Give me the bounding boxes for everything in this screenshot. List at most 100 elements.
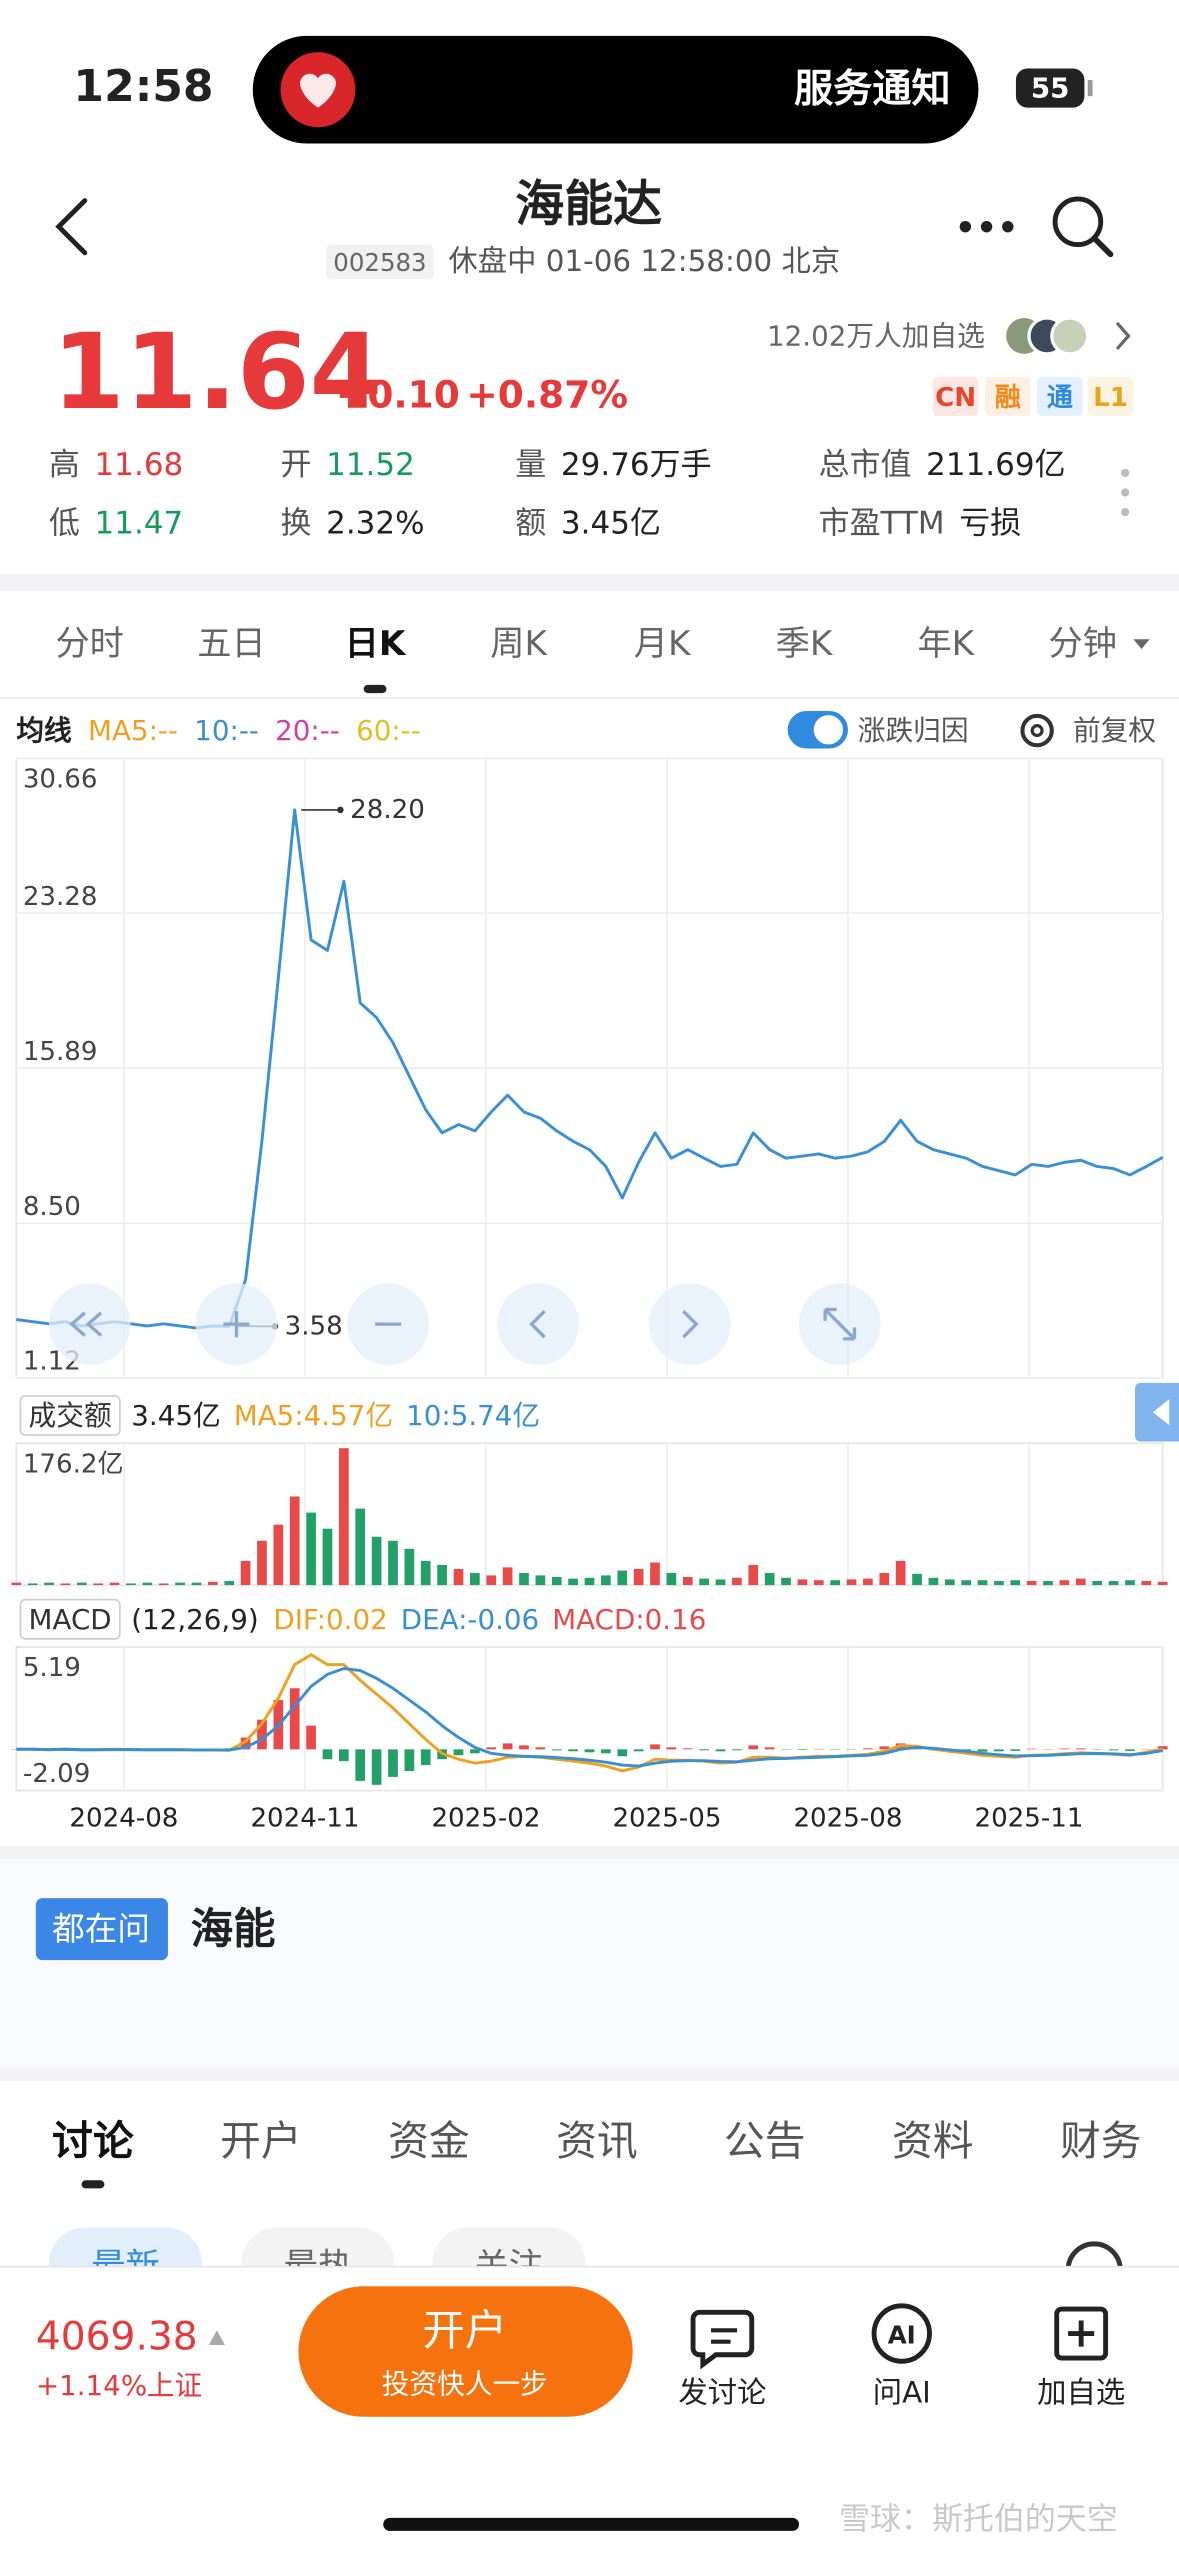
- stock-name: 海能达: [515, 175, 662, 232]
- macd-bar: [339, 1749, 349, 1762]
- side-tab-arrow: [1152, 1399, 1170, 1426]
- volume-bar: [912, 1573, 922, 1586]
- macd-bar: [551, 1749, 562, 1751]
- adjust-label[interactable]: 前复权: [1073, 714, 1156, 747]
- indicator: MA5:--: [88, 714, 178, 747]
- x-tick-label: 2025-11: [974, 1803, 1083, 1833]
- separator: [0, 1845, 1179, 1860]
- volume-bar: [109, 1582, 120, 1586]
- action-label[interactable]: 加自选: [1037, 2375, 1125, 2409]
- chart-tab[interactable]: 季K: [776, 624, 834, 664]
- volume-bar: [601, 1575, 611, 1586]
- chart-control[interactable]: [649, 1283, 731, 1365]
- dot: [959, 220, 972, 233]
- stat-value: 亏损: [959, 505, 1021, 541]
- macd-bar: [535, 1747, 546, 1750]
- volume-bar: [126, 1583, 136, 1586]
- active-tab-indicator: [363, 684, 387, 694]
- chart-tab[interactable]: 年K: [917, 624, 975, 664]
- stat-value: 11.47: [95, 505, 184, 541]
- chart-tabs: 分时 五日 日K 周K 月K 季K 年K 分钟: [55, 624, 1150, 694]
- followers-arrow[interactable]: [1115, 321, 1131, 351]
- ai-icon: [871, 2303, 932, 2364]
- x-tick-label: 2025-02: [431, 1803, 540, 1833]
- panel-title: 成交额: [29, 1399, 112, 1432]
- panel-title-box: [19, 1395, 121, 1436]
- more-button[interactable]: [959, 220, 1014, 233]
- ai-icon-glyph: AI: [888, 2321, 916, 2350]
- search-button[interactable]: [1052, 196, 1114, 258]
- ask-query[interactable]: 海能: [191, 1905, 276, 1954]
- volume-bar: [502, 1567, 513, 1586]
- stat-label: 开: [280, 447, 311, 483]
- search-ring: [1052, 196, 1104, 248]
- content-tab[interactable]: 资讯: [556, 2117, 638, 2165]
- settings-icon[interactable]: [1020, 713, 1054, 748]
- volume-bar: [846, 1579, 857, 1586]
- stat-value: 11.68: [95, 447, 184, 483]
- legend-entry: DIF:0.02: [273, 1603, 387, 1636]
- chart-tab[interactable]: 分钟: [1049, 624, 1117, 664]
- button-subtitle: 投资快人一步: [382, 2368, 548, 2401]
- code-badge: [326, 244, 434, 279]
- chart-tab[interactable]: 分时: [55, 624, 123, 664]
- panel-title-box: [19, 1598, 121, 1640]
- y-tick-label: -2.09: [23, 1759, 90, 1789]
- chart-tab[interactable]: 日K: [345, 624, 407, 664]
- back-button[interactable]: [55, 198, 88, 256]
- ask-section: [0, 1859, 1179, 2068]
- stat-label: 低: [49, 505, 80, 541]
- price-change: +0.10: [336, 373, 460, 417]
- volume-bar: [961, 1580, 972, 1586]
- volume-bar: [240, 1560, 251, 1586]
- volume-bar: [470, 1572, 480, 1586]
- content-tab[interactable]: 资金: [388, 2117, 470, 2165]
- panel-frame: [15, 1646, 1164, 1792]
- notification-text: 服务通知: [794, 67, 950, 112]
- dot: [980, 220, 993, 233]
- stat-value: 29.76万手: [561, 447, 712, 483]
- volume-bar: [306, 1512, 316, 1586]
- stat-value: 11.52: [326, 447, 415, 483]
- chart-tab[interactable]: 五日: [197, 624, 265, 664]
- macd-bar: [617, 1749, 628, 1757]
- y-tick-label: 23.28: [23, 882, 98, 912]
- settings-icon-center: [1030, 724, 1044, 738]
- separator: [0, 2067, 1179, 2081]
- volume-bar: [715, 1579, 726, 1586]
- macd-bar: [519, 1745, 529, 1750]
- volume-bar: [273, 1524, 284, 1586]
- action-label[interactable]: 发讨论: [678, 2375, 766, 2409]
- action-label[interactable]: 问AI: [873, 2375, 931, 2409]
- volume-bar: [453, 1568, 464, 1586]
- volume-bar: [420, 1560, 431, 1586]
- stat-label: 高: [49, 447, 80, 483]
- content-tab[interactable]: 财务: [1060, 2117, 1142, 2165]
- content-tab[interactable]: 讨论: [52, 2117, 134, 2165]
- volume-bar: [93, 1583, 104, 1586]
- content-tab[interactable]: 开户: [220, 2117, 302, 2165]
- volume-bar: [404, 1548, 415, 1586]
- macd-bar: [306, 1725, 316, 1750]
- chart-control-icon: [223, 1311, 250, 1338]
- volume-bar: [76, 1582, 87, 1586]
- chart-tab[interactable]: 月K: [634, 624, 692, 664]
- macd-bar: [912, 1748, 922, 1750]
- avatar: [1050, 316, 1090, 356]
- open-account-button[interactable]: [298, 2286, 633, 2417]
- volume-bar: [142, 1582, 153, 1586]
- volume-bar: [551, 1577, 562, 1586]
- stat-value: 211.69亿: [926, 447, 1065, 483]
- tags: CN 融通 L1: [932, 376, 1134, 416]
- content-tabs: 讨论 开户 资金 资讯 公告 资料 财务: [52, 2117, 1142, 2189]
- content-tab[interactable]: 公告: [724, 2117, 806, 2165]
- chart-tab[interactable]: 周K: [490, 624, 548, 664]
- chart-control[interactable]: [497, 1283, 579, 1365]
- max-label-dot: [337, 806, 344, 814]
- volume-bar: [781, 1577, 791, 1586]
- volume-bar: [322, 1528, 333, 1586]
- content-tab[interactable]: 资料: [892, 2117, 974, 2165]
- search-handle: [1091, 235, 1114, 258]
